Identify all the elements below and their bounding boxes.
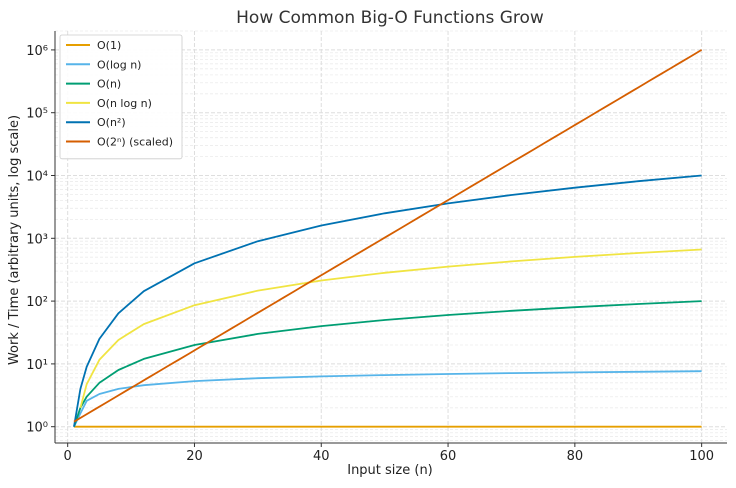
legend-label: O(log n) <box>97 58 141 71</box>
x-tick-label: 60 <box>440 449 457 464</box>
series-lines <box>73 49 703 428</box>
chart-title: How Common Big-O Functions Grow <box>236 8 544 28</box>
y-tick-label: 10¹ <box>26 358 48 373</box>
y-tick-label: 10⁵ <box>26 107 48 122</box>
legend-box <box>59 34 183 160</box>
legend-label: O(n²) <box>97 116 126 129</box>
x-tick-label: 40 <box>313 449 330 464</box>
series-line-2 <box>73 300 702 427</box>
y-tick-label: 10³ <box>26 232 48 247</box>
grid <box>55 30 727 443</box>
legend-label: O(n log n) <box>97 97 152 110</box>
series-line-5 <box>73 49 703 423</box>
series-line-1 <box>73 370 702 428</box>
legend-label: O(2ⁿ) (scaled) <box>97 136 173 149</box>
y-tick-label: 10⁰ <box>26 421 48 436</box>
y-tick-label: 10² <box>26 295 48 310</box>
legend-label: O(1) <box>97 39 121 52</box>
x-tick-label: 100 <box>689 449 714 464</box>
y-tick-label: 10⁴ <box>26 170 48 185</box>
y-tick-label: 10⁶ <box>26 44 48 59</box>
y-axis-label: Work / Time (arbitrary units, log scale) <box>7 115 22 365</box>
series-line-3 <box>79 248 702 409</box>
x-axis-label: Input size (n) <box>347 463 433 478</box>
x-tick-label: 0 <box>64 449 72 464</box>
legend: O(1) O(log n) O(n) O(n log n) O(n²) O(2ⁿ) (sc… <box>59 34 183 160</box>
x-tick-label: 20 <box>186 449 203 464</box>
series-line-4 <box>73 174 702 427</box>
legend-label: O(n) <box>97 78 121 91</box>
axes <box>54 31 727 444</box>
ticks: 0 20 40 60 80 100 10⁰ 10¹ 10² 10³ 10⁴ 10⁵ 10⁶ <box>26 44 714 464</box>
x-tick-label: 80 <box>567 449 584 464</box>
